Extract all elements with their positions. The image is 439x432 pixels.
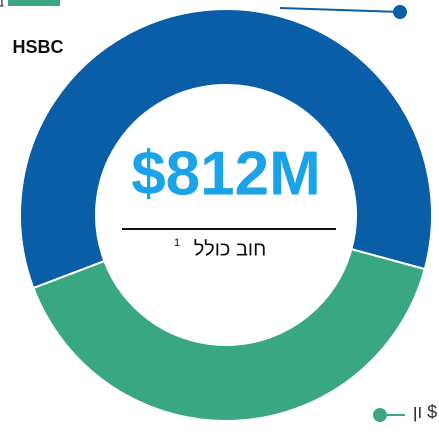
- leader-dot: [373, 408, 387, 422]
- category-label: HSBC: [12, 37, 63, 57]
- leader-dot: [393, 5, 407, 19]
- legend-swatch: [8, 0, 60, 6]
- center-label: חוב כולל: [194, 238, 267, 260]
- legend-partial: ב: [0, 0, 4, 10]
- segments: [19, 8, 433, 422]
- category-label: ון $: [413, 402, 437, 422]
- donut-segment: [32, 247, 426, 422]
- center-value: $812M: [131, 139, 321, 208]
- leader-line: [279, 7, 401, 13]
- donut-segment: [19, 8, 433, 290]
- center-label-note: 1: [174, 237, 180, 249]
